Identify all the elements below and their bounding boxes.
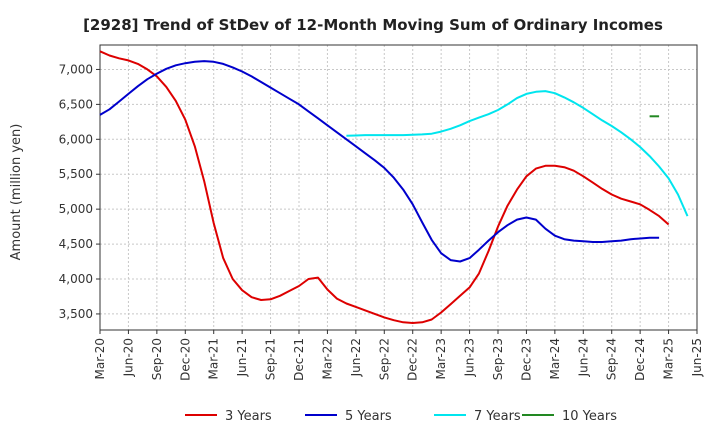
legend-label: 3 Years	[225, 409, 272, 424]
y-tick-label: 4,000	[59, 272, 93, 286]
y-tick-label: 5,500	[59, 167, 93, 181]
x-tick-label: Dec-23	[519, 338, 533, 381]
x-tick-label: Jun-25	[690, 338, 704, 377]
x-tick-label: Dec-21	[292, 338, 306, 381]
legend-label: 10 Years	[562, 409, 617, 424]
x-tick-label: Sep-24	[605, 338, 619, 380]
y-tick-label: 4,500	[59, 237, 93, 251]
x-tick-label: Mar-24	[548, 338, 562, 379]
x-tick-label: Dec-20	[178, 338, 192, 381]
x-tick-label: Sep-21	[264, 338, 278, 380]
series-line-7-years	[346, 90, 689, 217]
legend: 3 Years 5 Years 7 Years 10 Years	[185, 409, 617, 424]
x-tick-label: Sep-22	[377, 338, 391, 380]
x-tick-label: Mar-25	[662, 338, 676, 379]
y-tick-label: 3,500	[59, 307, 93, 321]
grid	[99, 45, 698, 330]
y-tick-label: 6,000	[59, 132, 93, 146]
legend-label: 7 Years	[474, 409, 521, 424]
chart-title: [2928] Trend of StDev of 12-Month Moving…	[83, 16, 663, 34]
series-lines	[99, 50, 689, 324]
x-tick-label: Mar-20	[93, 338, 107, 379]
x-tick-label: Jun-21	[235, 338, 249, 377]
x-tick-label: Jun-24	[576, 338, 590, 377]
x-tick-label: Jun-22	[349, 338, 363, 377]
y-tick-label: 5,000	[59, 202, 93, 216]
y-tick-label: 7,000	[59, 62, 93, 76]
series-line-5-years	[99, 60, 660, 263]
x-tick-label: Sep-23	[491, 338, 505, 380]
y-axis: 3,500 4,000 4,500 5,000 5,500 6,000 6,500 7,000	[59, 62, 100, 321]
x-axis: Mar-20 Jun-20 Sep-20 Dec-20 Mar-21 Jun-21 Sep-…	[93, 330, 704, 381]
plot-frame	[99, 44, 698, 331]
x-tick-label: Jun-20	[121, 338, 135, 377]
series-line-3-years	[99, 50, 670, 324]
legend-label: 5 Years	[345, 409, 392, 424]
x-tick-label: Jun-23	[463, 338, 477, 377]
y-tick-label: 6,500	[59, 97, 93, 111]
x-tick-label: Mar-21	[207, 338, 221, 379]
x-tick-label: Dec-22	[406, 338, 420, 381]
x-tick-label: Sep-20	[150, 338, 164, 380]
y-axis-label: Amount (million yen)	[9, 124, 24, 261]
x-tick-label: Dec-24	[633, 338, 647, 381]
x-tick-label: Mar-22	[320, 338, 334, 379]
x-tick-label: Mar-23	[434, 338, 448, 379]
